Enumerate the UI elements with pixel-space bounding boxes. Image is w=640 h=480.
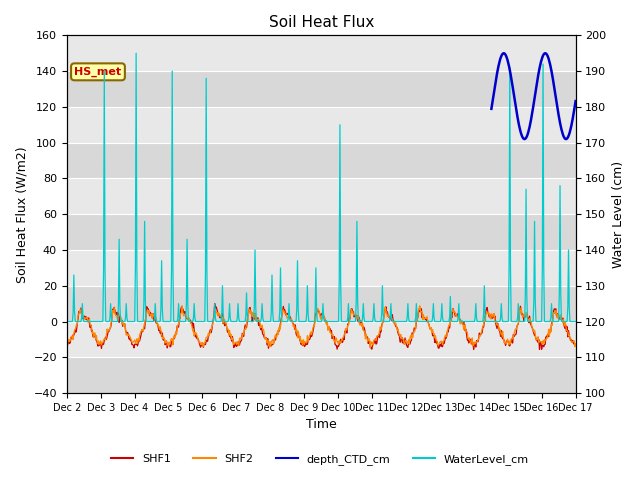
Bar xyxy=(67,286,575,322)
Bar xyxy=(67,143,575,179)
Y-axis label: Water Level (cm): Water Level (cm) xyxy=(612,161,625,268)
Bar xyxy=(67,71,575,107)
Title: Soil Heat Flux: Soil Heat Flux xyxy=(269,15,374,30)
Bar xyxy=(67,357,575,393)
Text: HS_met: HS_met xyxy=(74,67,122,77)
Y-axis label: Soil Heat Flux (W/m2): Soil Heat Flux (W/m2) xyxy=(15,146,28,283)
Legend: SHF1, SHF2, depth_CTD_cm, WaterLevel_cm: SHF1, SHF2, depth_CTD_cm, WaterLevel_cm xyxy=(107,450,533,469)
X-axis label: Time: Time xyxy=(306,419,337,432)
Bar xyxy=(67,214,575,250)
